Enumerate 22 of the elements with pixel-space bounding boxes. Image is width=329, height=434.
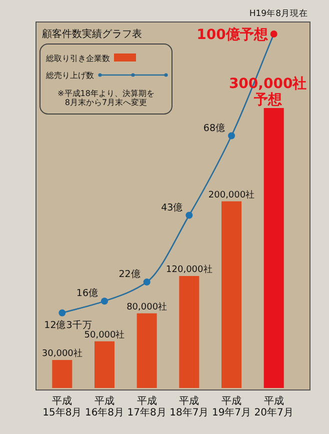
data-label: 100億予想: [196, 26, 269, 43]
legend-label: 総取り引き企業数: [46, 54, 110, 63]
x-tick-label: 平成 17年8月: [127, 395, 166, 418]
data-label: 68億: [203, 122, 226, 134]
x-tick-label: 平成 18年7月: [170, 395, 209, 418]
data-label: 50,000社: [84, 330, 125, 340]
x-tick-label: 平成 16年8月: [84, 395, 124, 418]
chart-title: 顧客件数実績グラフ表: [42, 28, 142, 40]
text: ※平成18年より、決算期を 8月末から7月末へ変更: [58, 89, 154, 108]
data-label: 80,000社: [126, 302, 168, 312]
data-label: 16億: [76, 287, 98, 300]
data-label: 43億: [161, 201, 184, 214]
data-label: 120,000社: [166, 265, 212, 275]
data-label: 22億: [118, 268, 141, 280]
data-label: 30,000社: [42, 349, 82, 359]
text: H19年8月現在: [249, 8, 308, 19]
data-label: 12億3千万: [44, 318, 92, 331]
legend-label: 総売り上げ数: [46, 71, 94, 80]
x-tick-label: 平成 20年7月: [254, 395, 294, 418]
x-tick-label: 平成 15年8月: [42, 395, 82, 418]
data-label: 200,000社: [208, 190, 255, 200]
x-tick-label: 平成 19年7月: [212, 395, 252, 418]
